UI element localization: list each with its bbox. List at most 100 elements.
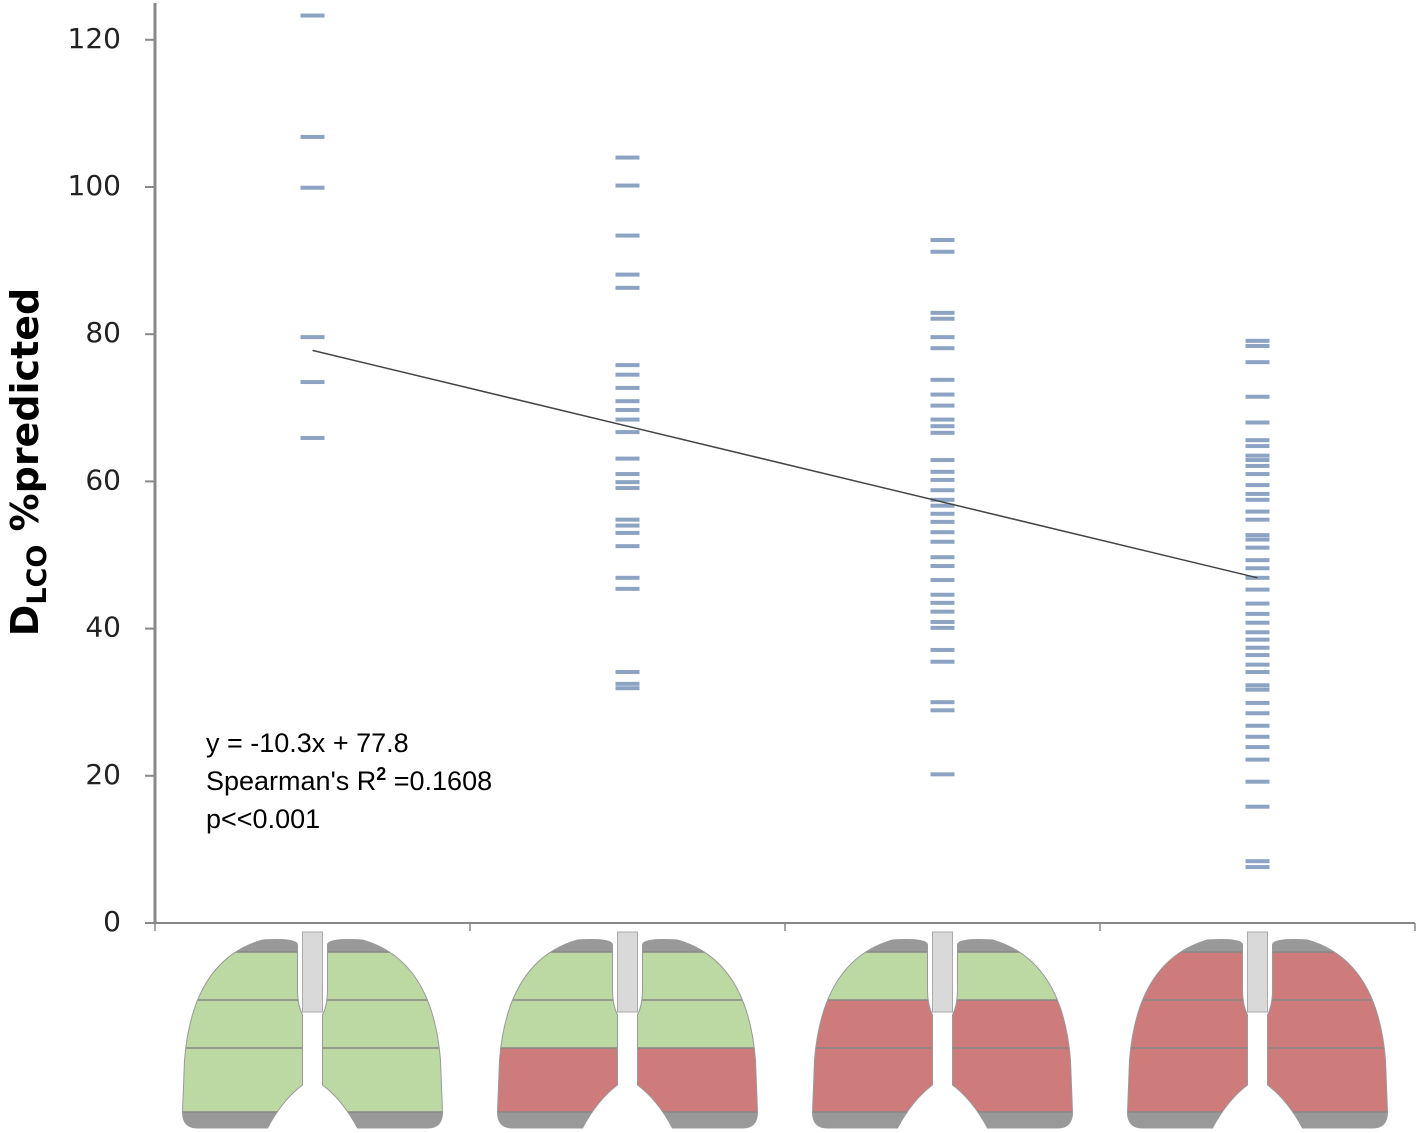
y-tick-label: 60 (85, 463, 121, 496)
lung-outline (1267, 939, 1389, 1129)
dash (300, 335, 325, 340)
dash (615, 183, 640, 188)
dash (930, 237, 955, 242)
y-axis-label: DLCO %predicted (3, 288, 53, 636)
dash (1245, 662, 1270, 667)
lung-red (637, 1048, 758, 1112)
dash (615, 517, 640, 522)
dash (615, 686, 640, 691)
trachea (302, 931, 323, 1013)
dash (930, 403, 955, 408)
lung-red (952, 1000, 1073, 1112)
dash (300, 185, 325, 190)
dash (1245, 343, 1270, 348)
dash (1245, 558, 1270, 563)
dash (615, 486, 640, 491)
dash (930, 592, 955, 597)
dash (1245, 711, 1270, 716)
dash (1245, 611, 1270, 616)
dash (1245, 420, 1270, 425)
trachea (932, 931, 953, 1013)
dash (930, 772, 955, 777)
y-tick-label: 40 (85, 611, 121, 644)
lung-outline (1126, 939, 1248, 1129)
dash (1245, 394, 1270, 399)
dash (930, 417, 955, 422)
dash (930, 430, 955, 435)
dash (930, 555, 955, 560)
dash (1245, 645, 1270, 650)
dash (1245, 458, 1270, 463)
dash (615, 385, 640, 390)
spearman: Spearman's R2 =0.1608 (206, 764, 492, 796)
lung-outline (181, 939, 303, 1129)
dash (1245, 804, 1270, 809)
lung-outline (496, 939, 618, 1129)
lung-outline (952, 939, 1074, 1129)
dash (300, 13, 325, 18)
trend-line (312, 349, 1258, 579)
dash (1245, 533, 1270, 538)
dash (930, 335, 955, 340)
dash (930, 659, 955, 664)
y-tick-label: 100 (68, 169, 121, 202)
dash (1245, 734, 1270, 739)
equation: y = -10.3x + 77.8 (206, 728, 409, 758)
dash (1245, 360, 1270, 365)
dash (1245, 865, 1270, 870)
dash (930, 700, 955, 705)
dash (615, 586, 640, 591)
dash (615, 670, 640, 675)
dash (1245, 497, 1270, 502)
lung-red (497, 1048, 618, 1112)
dash (1245, 587, 1270, 592)
dash (1245, 438, 1270, 443)
dash (1245, 687, 1270, 692)
dash (615, 417, 640, 422)
dash (615, 285, 640, 290)
dash (1245, 491, 1270, 496)
dash (1245, 700, 1270, 705)
dash (930, 346, 955, 351)
dash (930, 647, 955, 652)
lung (497, 939, 618, 1128)
dash (300, 435, 325, 440)
y-tick-label: 120 (68, 22, 121, 55)
dash (930, 600, 955, 605)
dash (615, 430, 640, 435)
dash (615, 681, 640, 686)
dash (615, 272, 640, 277)
y-tick-label: 20 (85, 758, 121, 791)
dash (615, 544, 640, 549)
dash (1245, 723, 1270, 728)
y-tick-label: 0 (103, 905, 121, 938)
dash (615, 399, 640, 404)
dash (300, 134, 325, 139)
dash (930, 469, 955, 474)
dash (1245, 620, 1270, 625)
dash (1245, 601, 1270, 606)
dash (1245, 757, 1270, 762)
dash (1245, 779, 1270, 784)
trachea (1247, 931, 1268, 1013)
dash (1245, 566, 1270, 571)
p-value: p<<0.001 (206, 804, 320, 834)
dash (1245, 453, 1270, 458)
dash (930, 497, 955, 502)
dash (930, 578, 955, 583)
dash (1245, 683, 1270, 688)
dash (930, 609, 955, 614)
dash (930, 625, 955, 630)
dash (1245, 472, 1270, 477)
dash (930, 503, 955, 508)
dash (1245, 517, 1270, 522)
y-tick-label: 80 (85, 316, 121, 349)
dash (1245, 444, 1270, 449)
dash (1245, 463, 1270, 468)
dash (930, 539, 955, 544)
dash (930, 424, 955, 429)
dash (1245, 509, 1270, 514)
lung-outline (637, 939, 759, 1129)
lung-outline (811, 939, 933, 1129)
dash (615, 480, 640, 485)
